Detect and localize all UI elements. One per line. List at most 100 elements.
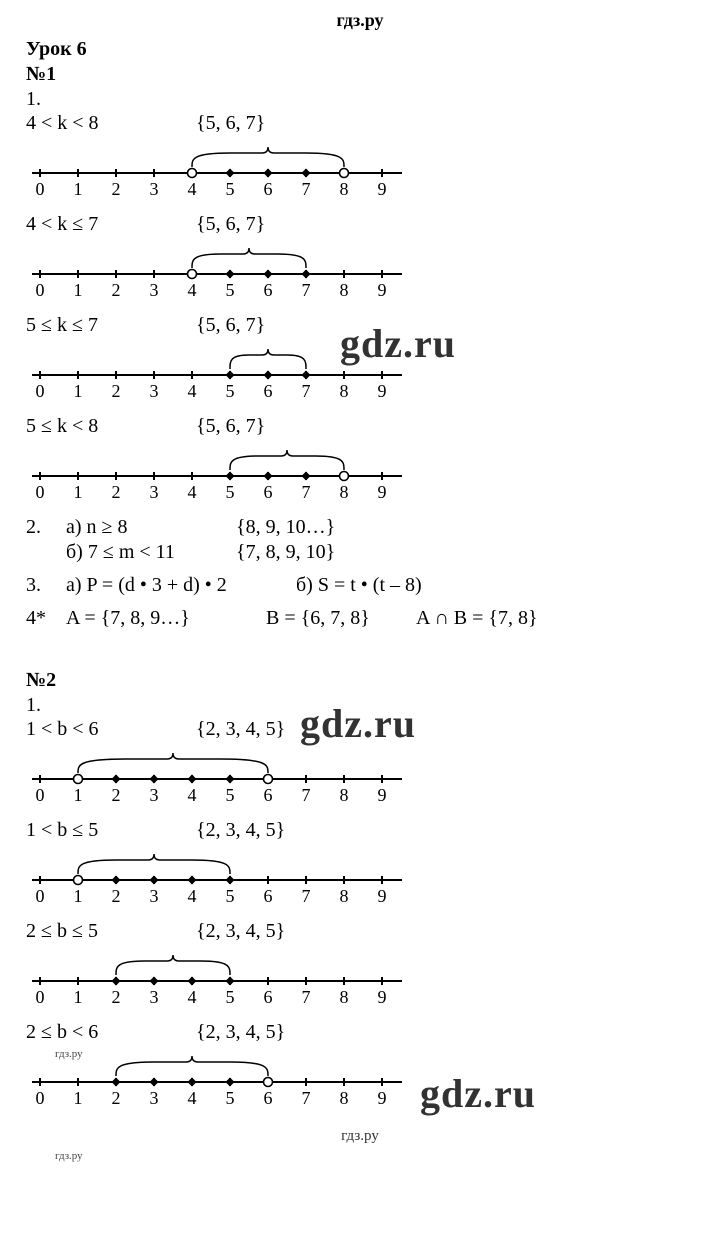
svg-text:4: 4 <box>188 482 197 502</box>
numberline-block: 2 ≤ b < 6{2, 3, 4, 5}0123456789 <box>26 1021 694 1108</box>
v1-q2b-set: {7, 8, 9, 10} <box>236 541 335 564</box>
svg-text:8: 8 <box>340 987 349 1007</box>
solution-set: {2, 3, 4, 5} <box>196 1021 326 1044</box>
variant1-label: №1 <box>26 62 694 87</box>
svg-text:0: 0 <box>36 482 45 502</box>
svg-text:2: 2 <box>112 280 121 300</box>
solution-set: {5, 6, 7} <box>196 112 326 135</box>
solution-set: {2, 3, 4, 5} <box>196 718 326 741</box>
svg-text:6: 6 <box>264 381 273 401</box>
inequality-text: 1 < b ≤ 5 <box>26 819 196 842</box>
v1-q4c: A ∩ B = {7, 8} <box>416 607 538 630</box>
number-line: 0123456789 <box>26 844 446 906</box>
svg-text:0: 0 <box>36 179 45 199</box>
svg-text:8: 8 <box>340 482 349 502</box>
svg-text:1: 1 <box>74 280 83 300</box>
svg-text:6: 6 <box>264 1088 273 1108</box>
numberline-block: 4 < k < 8{5, 6, 7}0123456789 <box>26 112 694 199</box>
svg-text:5: 5 <box>226 179 235 199</box>
solution-set: {2, 3, 4, 5} <box>196 819 326 842</box>
svg-text:5: 5 <box>226 1088 235 1108</box>
svg-text:7: 7 <box>302 381 311 401</box>
svg-text:3: 3 <box>150 785 159 805</box>
svg-text:6: 6 <box>264 785 273 805</box>
svg-text:5: 5 <box>226 482 235 502</box>
svg-text:1: 1 <box>74 987 83 1007</box>
svg-text:9: 9 <box>378 482 387 502</box>
svg-text:0: 0 <box>36 280 45 300</box>
inequality-text: 1 < b < 6 <box>26 718 196 741</box>
svg-text:4: 4 <box>188 280 197 300</box>
svg-text:2: 2 <box>112 1088 121 1108</box>
svg-text:6: 6 <box>264 987 273 1007</box>
svg-text:0: 0 <box>36 381 45 401</box>
v1-q4b: B = {6, 7, 8} <box>266 607 416 630</box>
variant2-label: №2 <box>26 668 694 693</box>
svg-text:2: 2 <box>112 482 121 502</box>
v1-q3-num: 3. <box>26 574 66 597</box>
number-line: 0123456789 <box>26 137 446 199</box>
svg-text:9: 9 <box>378 785 387 805</box>
inequality-text: 5 ≤ k ≤ 7 <box>26 314 196 337</box>
svg-text:1: 1 <box>74 482 83 502</box>
inequality-text: 4 < k < 8 <box>26 112 196 135</box>
v1-q4-num: 4* <box>26 607 66 630</box>
svg-text:4: 4 <box>188 179 197 199</box>
svg-text:4: 4 <box>188 886 197 906</box>
svg-text:1: 1 <box>74 886 83 906</box>
svg-text:6: 6 <box>264 179 273 199</box>
svg-text:9: 9 <box>378 987 387 1007</box>
svg-text:0: 0 <box>36 785 45 805</box>
numberline-block: 5 ≤ k ≤ 7{5, 6, 7}0123456789 <box>26 314 694 401</box>
svg-text:1: 1 <box>74 179 83 199</box>
svg-text:5: 5 <box>226 381 235 401</box>
svg-text:0: 0 <box>36 987 45 1007</box>
svg-text:1: 1 <box>74 1088 83 1108</box>
svg-text:9: 9 <box>378 886 387 906</box>
svg-text:7: 7 <box>302 280 311 300</box>
v1-q2a: а) n ≥ 8 <box>66 516 236 539</box>
svg-text:6: 6 <box>264 886 273 906</box>
numberline-block: 1 < b < 6{2, 3, 4, 5}0123456789 <box>26 718 694 805</box>
svg-text:5: 5 <box>226 280 235 300</box>
svg-text:8: 8 <box>340 280 349 300</box>
numberline-block: 4 < k ≤ 7{5, 6, 7}0123456789 <box>26 213 694 300</box>
v1-q2-row-a: 2. а) n ≥ 8 {8, 9, 10…} <box>26 516 694 539</box>
svg-text:3: 3 <box>150 482 159 502</box>
svg-text:3: 3 <box>150 1088 159 1108</box>
svg-text:0: 0 <box>36 886 45 906</box>
v1-q3b: б) S = t • (t – 8) <box>296 574 422 597</box>
v1-q4a: A = {7, 8, 9…} <box>66 607 266 630</box>
inequality-text: 4 < k ≤ 7 <box>26 213 196 236</box>
solution-set: {2, 3, 4, 5} <box>196 920 326 943</box>
svg-text:9: 9 <box>378 280 387 300</box>
svg-text:9: 9 <box>378 381 387 401</box>
v1-q2b: б) 7 ≤ m < 11 <box>66 541 236 564</box>
number-line: 0123456789 <box>26 238 446 300</box>
v1-q3-row: 3. а) P = (d • 3 + d) • 2 б) S = t • (t … <box>26 574 694 597</box>
svg-text:8: 8 <box>340 785 349 805</box>
v1-q1-num: 1. <box>26 87 694 112</box>
svg-text:6: 6 <box>264 280 273 300</box>
svg-text:1: 1 <box>74 381 83 401</box>
svg-text:8: 8 <box>340 179 349 199</box>
svg-text:2: 2 <box>112 179 121 199</box>
lesson-title: Урок 6 <box>26 37 694 62</box>
svg-text:4: 4 <box>188 987 197 1007</box>
v2-q1-num: 1. <box>26 693 694 718</box>
v1-q2-num: 2. <box>26 516 66 539</box>
svg-text:1: 1 <box>74 785 83 805</box>
svg-text:7: 7 <box>302 886 311 906</box>
svg-text:7: 7 <box>302 1088 311 1108</box>
svg-text:5: 5 <box>226 886 235 906</box>
numberline-block: 5 ≤ k < 8{5, 6, 7}0123456789 <box>26 415 694 502</box>
numberline-block: 1 < b ≤ 5{2, 3, 4, 5}0123456789 <box>26 819 694 906</box>
v1-q3a: а) P = (d • 3 + d) • 2 <box>66 574 296 597</box>
svg-text:3: 3 <box>150 381 159 401</box>
inequality-text: 2 ≤ b < 6 <box>26 1021 196 1044</box>
svg-text:6: 6 <box>264 482 273 502</box>
number-line: 0123456789 <box>26 440 446 502</box>
v1-q4-row: 4* A = {7, 8, 9…} B = {6, 7, 8} A ∩ B = … <box>26 607 694 630</box>
svg-text:8: 8 <box>340 1088 349 1108</box>
v1-q2-row-b: б) 7 ≤ m < 11 {7, 8, 9, 10} <box>26 541 694 564</box>
